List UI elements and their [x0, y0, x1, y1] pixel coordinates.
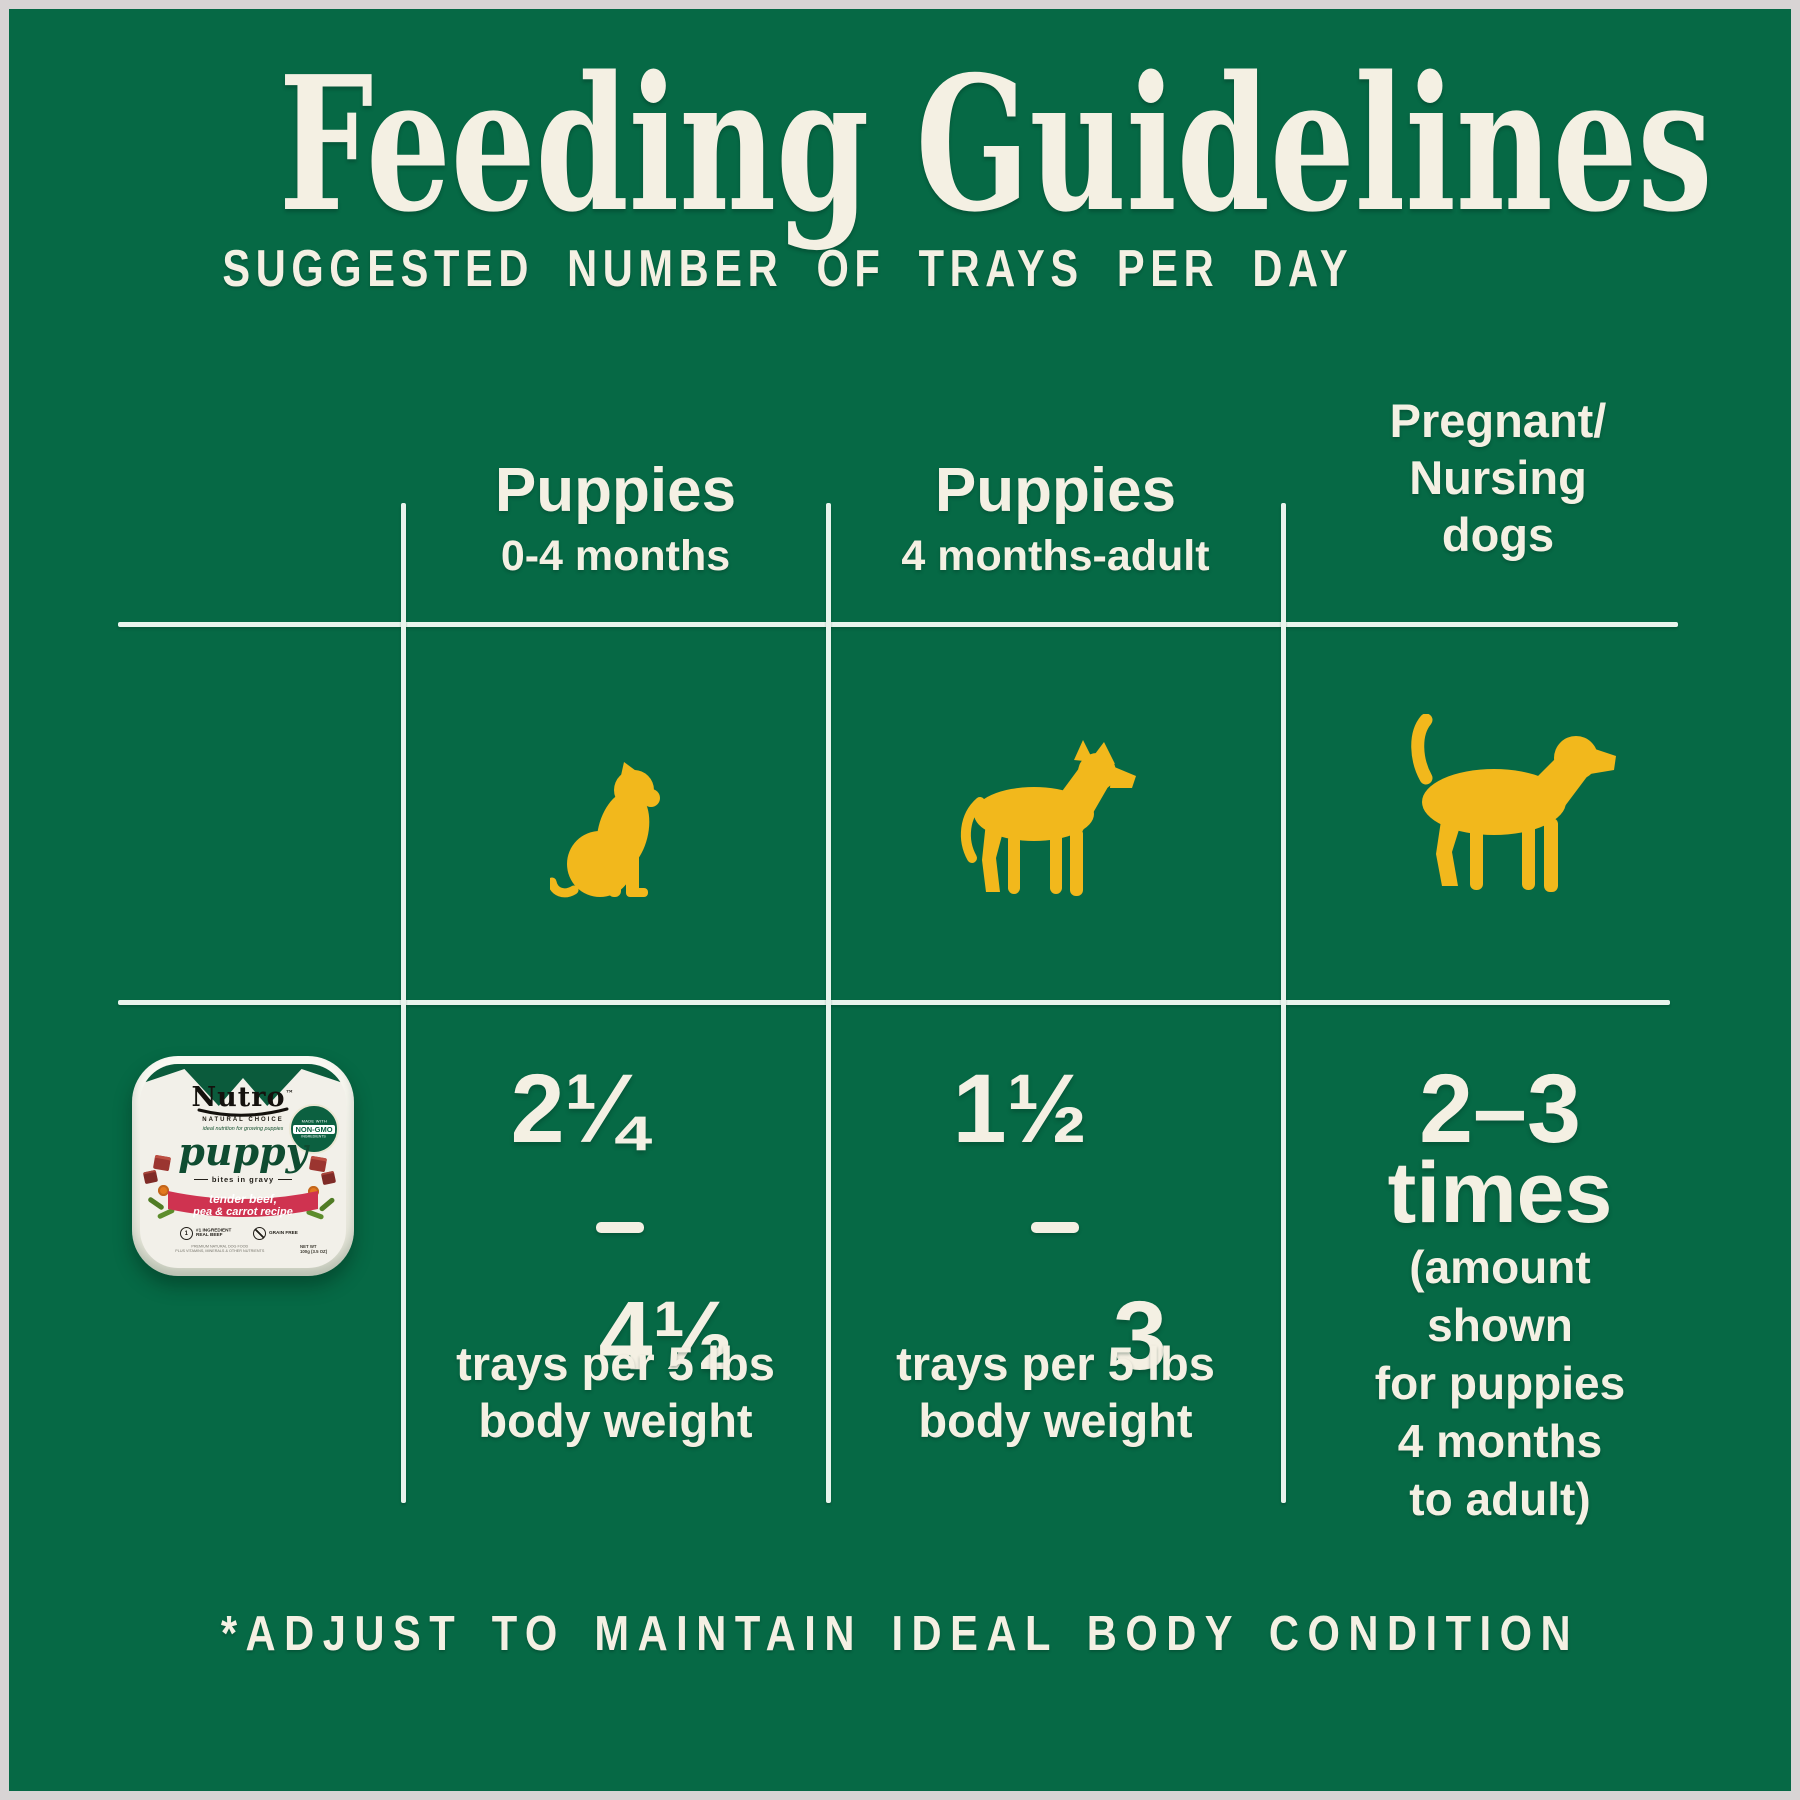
- product-style: bites in gravy: [211, 1175, 275, 1184]
- ornament-dash-left: [193, 1178, 208, 1181]
- fineprint-text: PREMIUM NATURAL DOG FOOD PLUS VITAMINS, …: [176, 1245, 265, 1254]
- green-background-panel: [9, 9, 1791, 1791]
- column-header-puppies-0-4: Puppies 0-4 months: [403, 456, 828, 581]
- carrot-slice: [158, 1185, 169, 1196]
- col2-range-dash: [1031, 1222, 1079, 1233]
- table-rule-horizontal-bottom: [118, 1000, 1670, 1005]
- column-header-puppies-4-adult: Puppies 4 months-adult: [828, 456, 1283, 581]
- fineprint-line1: PREMIUM NATURAL DOG FOOD: [191, 1245, 249, 1249]
- number-one-rosette-icon: 1: [179, 1227, 193, 1240]
- mountain-graphic: [140, 1064, 346, 1106]
- column1-sublabel: 0-4 months: [500, 532, 731, 580]
- recipe-line2: pea & carrot recipe: [193, 1206, 293, 1218]
- col3-note-line5: to adult): [1409, 1473, 1591, 1525]
- claims-row: 1 #1 INGREDIENT REAL BEEF GRAIN FREE: [140, 1227, 346, 1240]
- col3-note-line4: 4 months: [1397, 1415, 1603, 1467]
- col3-note-line3: for puppies: [1374, 1357, 1626, 1409]
- product-tagline: ideal nutrition for growing puppies: [202, 1126, 284, 1132]
- col3-value-range: 2–3: [1419, 1054, 1581, 1163]
- page-subtitle: SUGGESTED NUMBER OF TRAYS PER DAY: [0, 240, 1576, 298]
- claim1-text: #1 INGREDIENT REAL BEEF: [196, 1229, 231, 1239]
- carrot-slice: [308, 1186, 319, 1197]
- adult-dog-icon: [960, 740, 1136, 896]
- food-photo-left: [142, 1154, 186, 1224]
- beef-chunk: [320, 1170, 337, 1186]
- logo-swoosh-icon: [197, 1107, 289, 1117]
- column3-label-line1: Pregnant/: [1389, 394, 1607, 447]
- fineprint-row: PREMIUM NATURAL DOG FOOD PLUS VITAMINS, …: [140, 1245, 346, 1259]
- col1-value-min: 2¼: [510, 1054, 646, 1163]
- brand-subline: NATURAL CHOICE: [202, 1117, 284, 1123]
- badge-bottom-text: INGREDIENTS: [301, 1134, 327, 1139]
- column1-label: Puppies: [494, 456, 737, 525]
- net-weight-value: 100g (3.5 OZ): [299, 1250, 328, 1255]
- badge-main-text: NON-GMO: [293, 1124, 335, 1134]
- green-bean: [147, 1196, 165, 1211]
- claim-grain-free: GRAIN FREE: [253, 1227, 306, 1240]
- column2-sublabel: 4 months-adult: [901, 532, 1210, 580]
- col2-unit-line2: body weight: [918, 1394, 1193, 1447]
- claim1-line1: #1 INGREDIENT: [195, 1228, 232, 1234]
- non-gmo-badge: MADE WITH NON-GMO INGREDIENTS: [289, 1104, 339, 1154]
- table-divider-vertical-3: [1281, 503, 1286, 1503]
- table-rule-horizontal-top: [118, 622, 1678, 627]
- page-subtitle-text: SUGGESTED NUMBER OF TRAYS PER DAY: [222, 240, 1354, 298]
- claim1-line2: REAL BEEF: [195, 1233, 223, 1239]
- ribbon-banner-shape: [168, 1191, 318, 1217]
- product-style-row: bites in gravy: [140, 1175, 346, 1184]
- net-weight-label: NET WT: [299, 1245, 317, 1250]
- col2-unit-note: trays per 5 lbs body weight: [828, 1335, 1283, 1449]
- col1-range-dash: [596, 1222, 644, 1233]
- net-weight: NET WT 100g (3.5 OZ): [300, 1245, 327, 1255]
- badge-top-text: MADE WITH: [301, 1119, 327, 1124]
- col2-value-max: 3: [1113, 1281, 1167, 1390]
- food-photo-right: [300, 1154, 344, 1224]
- col1-unit-line2: body weight: [478, 1394, 753, 1447]
- beef-chunk: [152, 1154, 172, 1172]
- fineprint-line2: PLUS VITAMINS, MINERALS & OTHER NUTRIENT…: [175, 1249, 265, 1254]
- beef-chunk: [308, 1155, 328, 1173]
- recipe-line1: tender beef,: [208, 1192, 277, 1206]
- grain-free-icon: [253, 1227, 267, 1240]
- page-title: Feeding Guidelines: [0, 44, 1713, 244]
- page-title-text: Feeding Guidelines: [278, 35, 1713, 253]
- product-name: puppy: [178, 1129, 308, 1174]
- col1-unit-line1: trays per 5 lbs: [456, 1337, 775, 1390]
- brand-logo: Nutro™: [140, 1079, 346, 1112]
- column-header-pregnant-nursing: Pregnant/ Nursing dogs: [1283, 392, 1713, 563]
- claim2-text: GRAIN FREE: [269, 1231, 299, 1236]
- pregnant-nursing-dog-icon: [1411, 714, 1616, 892]
- col1-unit-note: trays per 5 lbs body weight: [403, 1335, 828, 1449]
- col3-note-line2: shown: [1427, 1299, 1573, 1351]
- column2-label: Puppies: [934, 456, 1177, 525]
- col3-value-times: times: [1387, 1145, 1613, 1241]
- claim-real-beef: 1 #1 INGREDIENT REAL BEEF: [179, 1227, 241, 1240]
- product-label: Nutro™ NATURAL CHOICE MADE WITH NON-GMO …: [140, 1064, 346, 1268]
- table-divider-vertical-2: [826, 503, 831, 1503]
- column3-label-line3: dogs: [1441, 508, 1555, 561]
- col2-value-min: 1½: [952, 1054, 1088, 1163]
- col3-note-line1: (amount: [1409, 1241, 1591, 1293]
- table-divider-vertical-1: [401, 503, 406, 1503]
- puppy-sitting-icon: [550, 762, 660, 898]
- brand-name: Nutro: [191, 1082, 286, 1113]
- footnote-text: *ADJUST TO MAINTAIN IDEAL BODY CONDITION: [220, 1607, 1580, 1661]
- col2-unit-line1: trays per 5 lbs: [896, 1337, 1215, 1390]
- trademark-symbol: ™: [285, 1088, 295, 1098]
- column3-label-line2: Nursing: [1409, 451, 1587, 504]
- footnote: *ADJUST TO MAINTAIN IDEAL BODY CONDITION: [0, 1606, 1800, 1662]
- recipe-ribbon: tender beef, pea & carrot recipe: [164, 1185, 322, 1225]
- beef-chunk: [142, 1169, 159, 1185]
- product-tray-image: Nutro™ NATURAL CHOICE MADE WITH NON-GMO …: [132, 1056, 354, 1276]
- col1-value-max: 4½: [598, 1281, 734, 1390]
- ornament-dash-right: [278, 1178, 293, 1181]
